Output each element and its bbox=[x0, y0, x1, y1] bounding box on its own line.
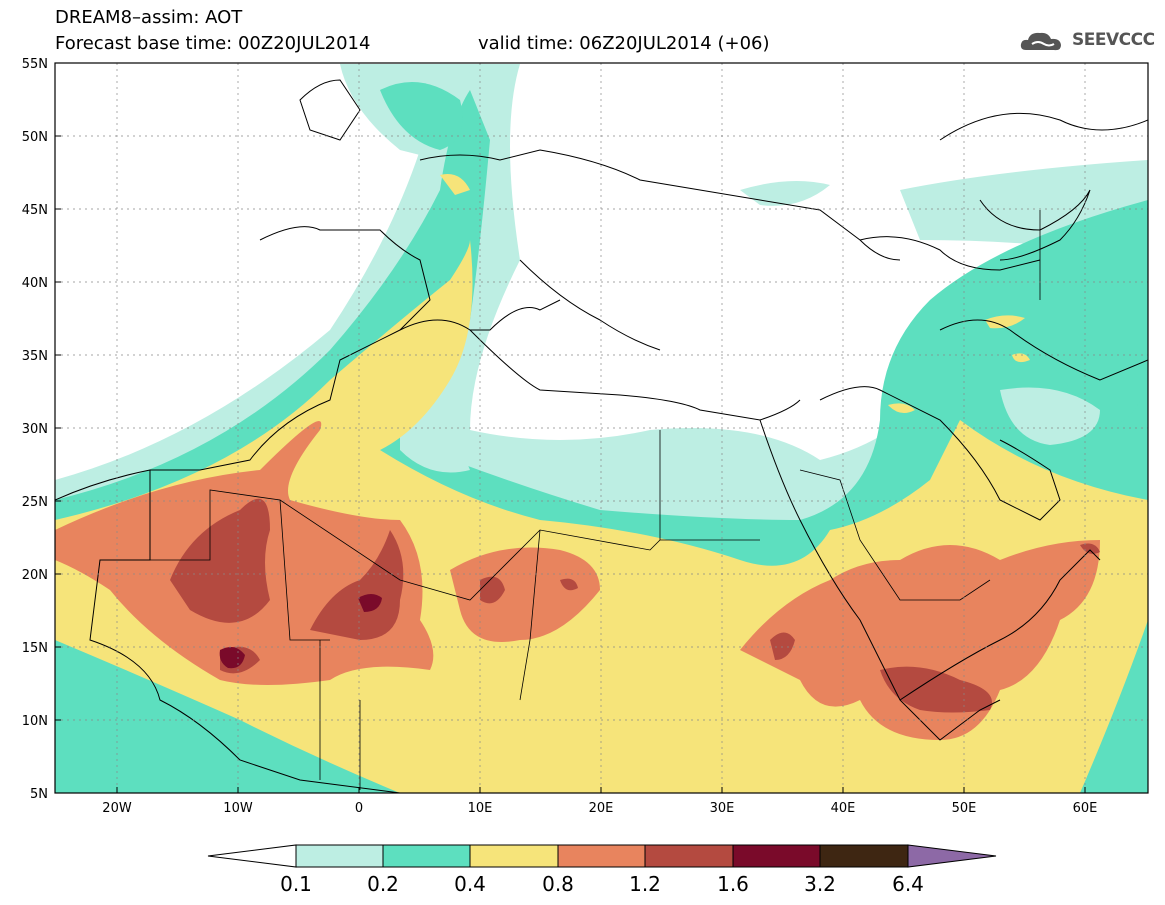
lat-label: 50N bbox=[22, 130, 48, 145]
lat-label: 5N bbox=[30, 787, 48, 802]
colorbar-label: 0.8 bbox=[542, 872, 574, 896]
colorbar-low-arrow bbox=[207, 844, 297, 868]
lat-label: 30N bbox=[22, 422, 48, 437]
colorbar-label: 0.1 bbox=[280, 872, 312, 896]
lon-label: 20W bbox=[102, 801, 132, 816]
lon-label: 20E bbox=[589, 801, 614, 816]
colorbar-label: 1.2 bbox=[629, 872, 661, 896]
lat-label: 10N bbox=[22, 714, 48, 729]
lat-label: 45N bbox=[22, 203, 48, 218]
colorbar-swatch bbox=[382, 844, 471, 868]
colorbar-swatch bbox=[644, 844, 734, 868]
lat-label: 25N bbox=[22, 495, 48, 510]
grid-lines bbox=[55, 63, 1148, 793]
lon-label: 50E bbox=[952, 801, 977, 816]
lat-label: 35N bbox=[22, 349, 48, 364]
lon-label: 30E bbox=[710, 801, 735, 816]
colorbar-label: 0.4 bbox=[454, 872, 486, 896]
colorbar-swatch bbox=[557, 844, 646, 868]
forecast-base-time: Forecast base time: 00Z20JUL2014 bbox=[55, 33, 371, 54]
lat-axis: 55N 50N 45N 40N 35N 30N 25N 20N 15N 10N … bbox=[22, 57, 61, 802]
lon-label: 60E bbox=[1073, 801, 1098, 816]
valid-time: valid time: 06Z20JUL2014 (+06) bbox=[478, 33, 770, 54]
lat-label: 55N bbox=[22, 57, 48, 72]
colorbar-label: 1.6 bbox=[717, 872, 749, 896]
aot-field bbox=[55, 63, 1148, 793]
colorbar-label: 0.2 bbox=[367, 872, 399, 896]
lon-axis: 20W 10W 0 10E 20E 30E 40E 50E 60E bbox=[102, 787, 1097, 816]
colorbar-swatch bbox=[295, 844, 384, 868]
coastlines bbox=[55, 79, 1148, 793]
lat-label: 15N bbox=[22, 641, 48, 656]
chart-title: DREAM8–assim: AOT bbox=[55, 7, 243, 28]
lon-label: 40E bbox=[831, 801, 856, 816]
lon-label: 10W bbox=[223, 801, 253, 816]
lon-label: 0 bbox=[355, 801, 363, 816]
colorbar-swatch bbox=[469, 844, 559, 868]
colorbar-swatch bbox=[819, 844, 909, 868]
lat-label: 40N bbox=[22, 276, 48, 291]
colorbar-label: 6.4 bbox=[892, 872, 924, 896]
logo-text: SEEVCCC bbox=[1072, 30, 1155, 50]
lon-label: 10E bbox=[468, 801, 493, 816]
aot-level-1.6 bbox=[219, 594, 382, 669]
cloud-icon bbox=[1020, 32, 1061, 51]
colorbar: 0.1 0.2 0.4 0.8 1.2 1.6 3.2 6.4 bbox=[207, 844, 997, 896]
lat-label: 20N bbox=[22, 568, 48, 583]
borders bbox=[150, 210, 1041, 790]
colorbar-label: 3.2 bbox=[804, 872, 836, 896]
colorbar-swatch bbox=[732, 844, 821, 868]
colorbar-high-arrow bbox=[907, 844, 997, 868]
